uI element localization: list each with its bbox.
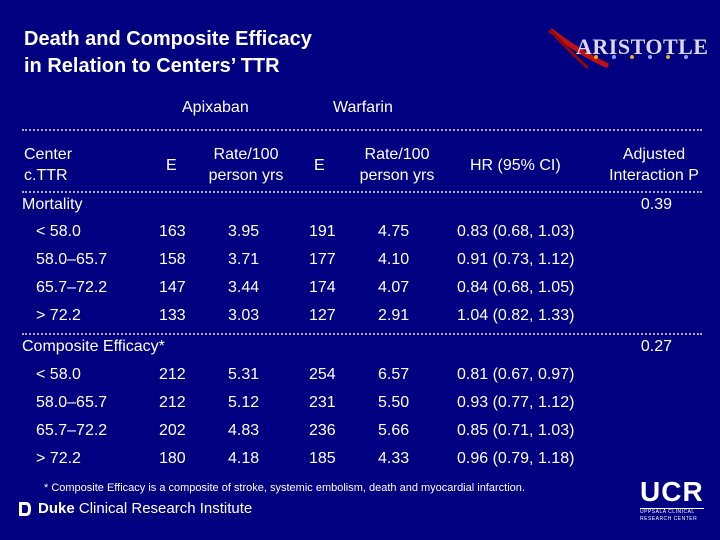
cell-ar: 3.44	[228, 279, 260, 296]
apixaban-group-header: Apixaban	[182, 99, 249, 116]
cell-wr: 6.57	[378, 366, 410, 383]
cell-ar: 3.03	[228, 307, 260, 324]
aristotle-logo: ARISTOTLE	[548, 22, 708, 74]
cell-ae: 180	[159, 450, 186, 467]
ucr-subtitle-line-2: RESEARCH CENTER	[640, 516, 698, 522]
cell-wr: 4.07	[378, 279, 410, 296]
slide-title: Death and Composite Efficacy in Relation…	[24, 26, 312, 80]
cell-hr: 0.96 (0.79, 1.18)	[457, 450, 575, 467]
warfarin-rate-line-1: Rate/100	[364, 146, 430, 163]
cell-ar: 4.18	[228, 450, 260, 467]
table-row: 58.0–65.7 212 5.12 231 5.50 0.93 (0.77, 1.12)	[0, 394, 720, 422]
table-row: > 72.2 133 3.03 127 2.91 1.04 (0.82, 1.33)	[0, 307, 720, 335]
cell-wr: 2.91	[378, 307, 410, 324]
mortality-interaction-p: 0.39	[640, 196, 672, 213]
composite-interaction-p: 0.27	[640, 338, 672, 355]
cell-wr: 4.33	[378, 450, 410, 467]
warfarin-group-header: Warfarin	[333, 99, 393, 116]
cell-ae: 202	[159, 422, 186, 439]
mortality-divider	[22, 333, 702, 335]
mortality-section-label: Mortality	[22, 196, 83, 213]
cell-ae: 158	[159, 251, 186, 268]
warfarin-rate-header: Rate/100 person yrs	[351, 144, 443, 186]
cell-hr: 0.91 (0.73, 1.12)	[457, 251, 575, 268]
cell-ar: 3.95	[228, 223, 260, 240]
cell-ae: 147	[159, 279, 186, 296]
logo-swoosh-icon	[548, 28, 610, 70]
cell-wr: 5.66	[378, 422, 410, 439]
cell-we: 231	[309, 394, 336, 411]
hr-header: HR (95% CI)	[470, 157, 561, 174]
cell-ae: 212	[159, 394, 186, 411]
cell-hr: 1.04 (0.82, 1.33)	[457, 307, 575, 324]
p-header-line-2: Interaction P	[609, 167, 699, 184]
duke-name-bold: Duke	[38, 500, 75, 517]
title-line-2: in Relation to Centers’ TTR	[24, 55, 280, 77]
ucr-logo: UCR UPPSALA CLINICAL RESEARCH CENTER	[640, 478, 710, 530]
center-header-line-2: c.TTR	[24, 167, 68, 184]
table-row: < 58.0 163 3.95 191 4.75 0.83 (0.68, 1.03)	[0, 223, 720, 251]
apixaban-events-header: E	[166, 157, 177, 174]
interaction-p-header: Adjusted Interaction P	[600, 144, 708, 186]
ucr-letters: UCR	[640, 476, 704, 507]
cell-ae: 212	[159, 366, 186, 383]
cell-hr: 0.83 (0.68, 1.03)	[457, 223, 575, 240]
warfarin-events-header: E	[314, 157, 325, 174]
cell-ar: 4.83	[228, 422, 260, 439]
duke-name-rest: Clinical Research Institute	[74, 500, 253, 517]
cell-center: 65.7–72.2	[36, 422, 108, 439]
header-divider-top	[22, 129, 702, 131]
logo-dots-icon	[594, 55, 688, 59]
duke-name: Duke Clinical Research Institute	[38, 500, 252, 517]
cell-ae: 133	[159, 307, 186, 324]
apixaban-rate-header: Rate/100 person yrs	[200, 144, 292, 186]
p-header-line-1: Adjusted	[622, 146, 686, 163]
table-row: > 72.2 180 4.18 185 4.33 0.96 (0.79, 1.18)	[0, 450, 720, 478]
cell-ar: 5.12	[228, 394, 260, 411]
composite-section-label: Composite Efficacy*	[22, 338, 165, 355]
cell-center: 58.0–65.7	[36, 251, 108, 268]
cell-wr: 4.75	[378, 223, 410, 240]
cell-hr: 0.93 (0.77, 1.12)	[457, 394, 575, 411]
cell-center: < 58.0	[36, 223, 81, 240]
center-ttr-header: Center c.TTR	[24, 144, 72, 186]
cell-we: 191	[309, 223, 336, 240]
cell-wr: 4.10	[378, 251, 410, 268]
footnote: * Composite Efficacy is a composite of s…	[44, 482, 525, 494]
cell-hr: 0.85 (0.71, 1.03)	[457, 422, 575, 439]
cell-center: > 72.2	[36, 450, 81, 467]
ucr-subtitle-line-1: UPPSALA CLINICAL	[640, 509, 695, 515]
cell-hr: 0.81 (0.67, 0.97)	[457, 366, 575, 383]
cell-ae: 163	[159, 223, 186, 240]
duke-logo: Duke Clinical Research Institute	[18, 500, 252, 517]
apixaban-rate-line-2: person yrs	[208, 167, 284, 184]
cell-ar: 5.31	[228, 366, 260, 383]
logo-text: ARISTOTLE	[576, 34, 709, 59]
table-row: 65.7–72.2 202 4.83 236 5.66 0.85 (0.71, 1.03)	[0, 422, 720, 450]
table-row: < 58.0 212 5.31 254 6.57 0.81 (0.67, 0.97)	[0, 366, 720, 394]
cell-we: 174	[309, 279, 336, 296]
cell-center: 58.0–65.7	[36, 394, 108, 411]
table-row: 65.7–72.2 147 3.44 174 4.07 0.84 (0.68, 1.05)	[0, 279, 720, 307]
cell-hr: 0.84 (0.68, 1.05)	[457, 279, 575, 296]
duke-chevron-icon	[19, 501, 31, 516]
center-header-line-1: Center	[24, 146, 73, 163]
cell-we: 185	[309, 450, 336, 467]
cell-we: 236	[309, 422, 336, 439]
header-divider-bottom	[22, 191, 702, 193]
cell-we: 254	[309, 366, 336, 383]
cell-ar: 3.71	[228, 251, 260, 268]
warfarin-rate-line-2: person yrs	[359, 167, 435, 184]
cell-center: < 58.0	[36, 366, 81, 383]
table-row: 58.0–65.7 158 3.71 177 4.10 0.91 (0.73, 1.12)	[0, 251, 720, 279]
ucr-subtitle: UPPSALA CLINICAL RESEARCH CENTER	[640, 508, 704, 523]
apixaban-rate-line-1: Rate/100	[213, 146, 279, 163]
cell-center: > 72.2	[36, 307, 81, 324]
cell-we: 127	[309, 307, 336, 324]
cell-wr: 5.50	[378, 394, 410, 411]
cell-we: 177	[309, 251, 336, 268]
title-line-1: Death and Composite Efficacy	[24, 28, 312, 50]
cell-center: 65.7–72.2	[36, 279, 108, 296]
